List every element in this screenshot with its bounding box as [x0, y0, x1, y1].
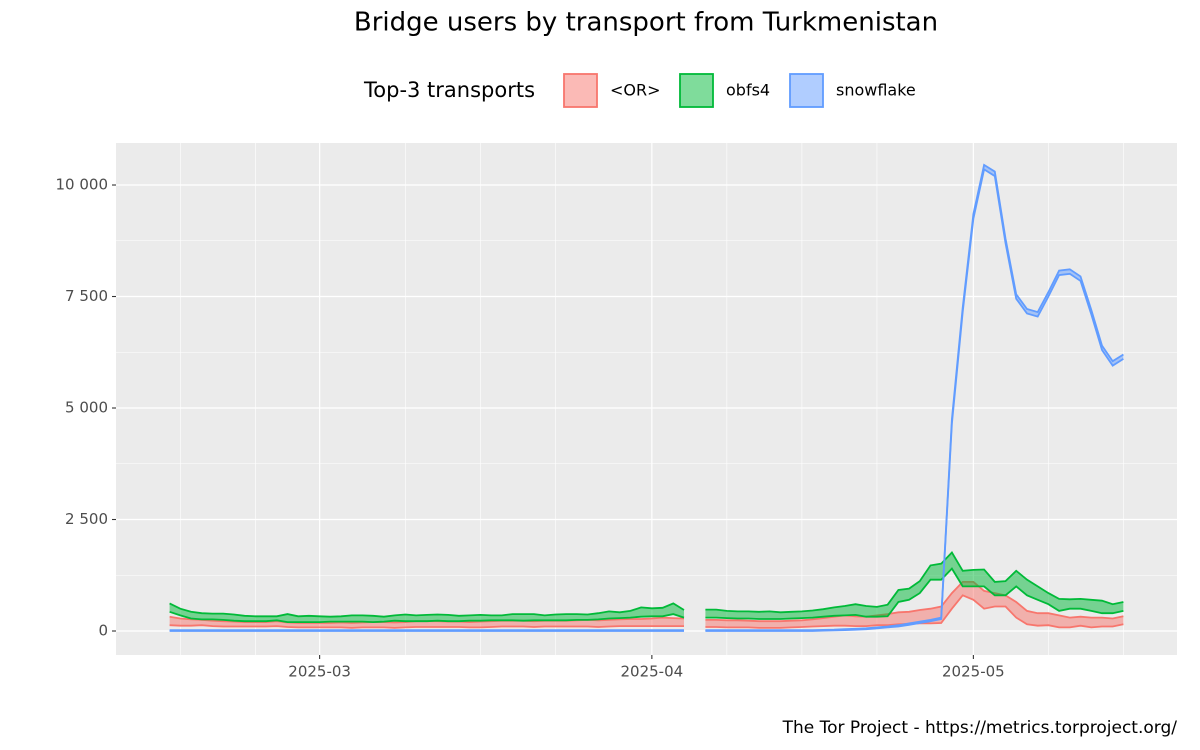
legend-label: snowflake — [836, 81, 916, 100]
ribbon-upper-line — [705, 551, 1124, 614]
ribbon-area — [169, 616, 685, 628]
caption: The Tor Project - https://metrics.torpro… — [782, 718, 1178, 738]
ribbon-lower-line — [169, 624, 684, 629]
legend-key — [789, 73, 824, 108]
y-tick-label: 2 500 — [65, 510, 108, 528]
plot-panel — [116, 143, 1177, 655]
ribbon-lower-line — [169, 610, 685, 624]
ribbon-upper-line — [169, 602, 685, 618]
legend-key — [563, 73, 598, 108]
y-tick-label: 5 000 — [65, 399, 108, 417]
y-tick-label: 0 — [98, 622, 108, 640]
x-tick-label: 2025-04 — [621, 663, 684, 681]
legend-label: obfs4 — [726, 81, 770, 100]
y-tick-label: 10 000 — [56, 176, 109, 194]
x-tick-label: 2025-05 — [942, 663, 1005, 681]
ribbon-upper-line — [705, 581, 1124, 623]
x-tick-label: 2025-03 — [288, 663, 351, 681]
ribbon-area — [169, 603, 685, 623]
ribbon-lower-line — [705, 167, 1124, 632]
legend-label: <OR> — [610, 81, 661, 100]
ribbon-area — [705, 581, 1124, 628]
legend-title: Top-3 transports — [363, 78, 535, 102]
chart-title: Bridge users by transport from Turkmenis… — [354, 8, 938, 38]
ribbon-lower-line — [705, 567, 1124, 620]
y-tick-label: 7 500 — [65, 287, 108, 305]
legend-key — [679, 73, 714, 108]
